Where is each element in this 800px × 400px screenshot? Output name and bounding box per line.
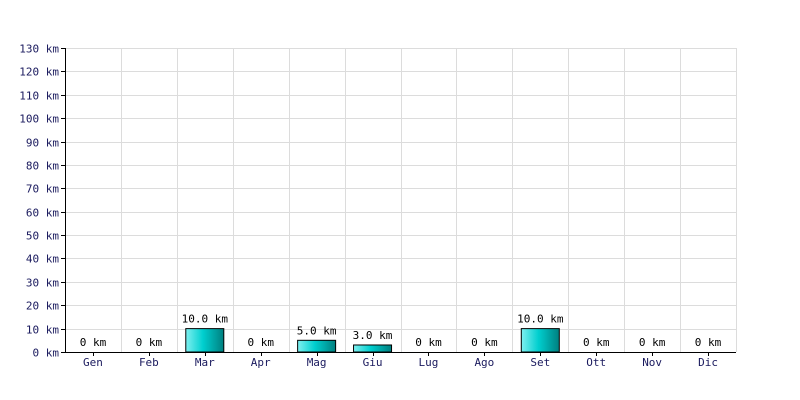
x-tick-label-gen: Gen (83, 356, 103, 369)
y-tick-label: 110 km (19, 90, 59, 103)
bar-set (520, 328, 560, 353)
grid-lines (65, 48, 737, 352)
y-tick-label: 50 km (26, 230, 59, 243)
data-label-lug: 0 km (415, 336, 442, 349)
data-label-dic: 0 km (695, 336, 722, 349)
data-label-nov: 0 km (639, 336, 666, 349)
x-tick-label-feb: Feb (139, 356, 159, 369)
x-tick-label-set: Set (530, 356, 550, 369)
data-label-mag: 5.0 km (297, 324, 337, 337)
y-tick-label: 20 km (26, 300, 59, 313)
axes (61, 48, 736, 356)
x-tick-label-lug: Lug (419, 356, 439, 369)
y-tick-label: 100 km (19, 113, 59, 126)
data-label-gen: 0 km (80, 336, 107, 349)
y-tick-label: 70 km (26, 183, 59, 196)
data-label-feb: 0 km (136, 336, 163, 349)
bar-mag (297, 339, 337, 353)
y-tick-label: 90 km (26, 137, 59, 150)
x-tick-label-ott: Ott (586, 356, 606, 369)
y-tick-label: 10 km (26, 324, 59, 337)
x-tick-label-giu: Giu (363, 356, 383, 369)
x-tick-label-dic: Dic (698, 356, 718, 369)
y-tick-label: 0 km (33, 347, 60, 360)
x-tick-label-mag: Mag (307, 356, 327, 369)
x-tick-label-ago: Ago (474, 356, 494, 369)
data-label-mar: 10.0 km (182, 313, 229, 326)
y-tick-label: 130 km (19, 43, 59, 56)
bars (185, 328, 560, 353)
bar-mar (185, 328, 225, 353)
labels: 0 km 10 km 20 km 30 km 40 km 50 km 60 km 70 km 8… (19, 43, 721, 370)
data-label-set: 10.0 km (517, 313, 564, 326)
y-tick-label: 80 km (26, 160, 59, 173)
y-tick-label: 30 km (26, 277, 59, 290)
x-tick-label-apr: Apr (251, 356, 271, 369)
y-tick-label: 40 km (26, 253, 59, 266)
y-tick-label: 60 km (26, 207, 59, 220)
y-tick-label: 120 km (19, 66, 59, 79)
data-label-ott: 0 km (583, 336, 610, 349)
data-label-apr: 0 km (247, 336, 274, 349)
x-tick-label-nov: Nov (642, 356, 662, 369)
bar-giu (353, 344, 393, 353)
data-label-ago: 0 km (471, 336, 498, 349)
data-label-giu: 3.0 km (353, 329, 393, 342)
x-tick-label-mar: Mar (195, 356, 215, 369)
